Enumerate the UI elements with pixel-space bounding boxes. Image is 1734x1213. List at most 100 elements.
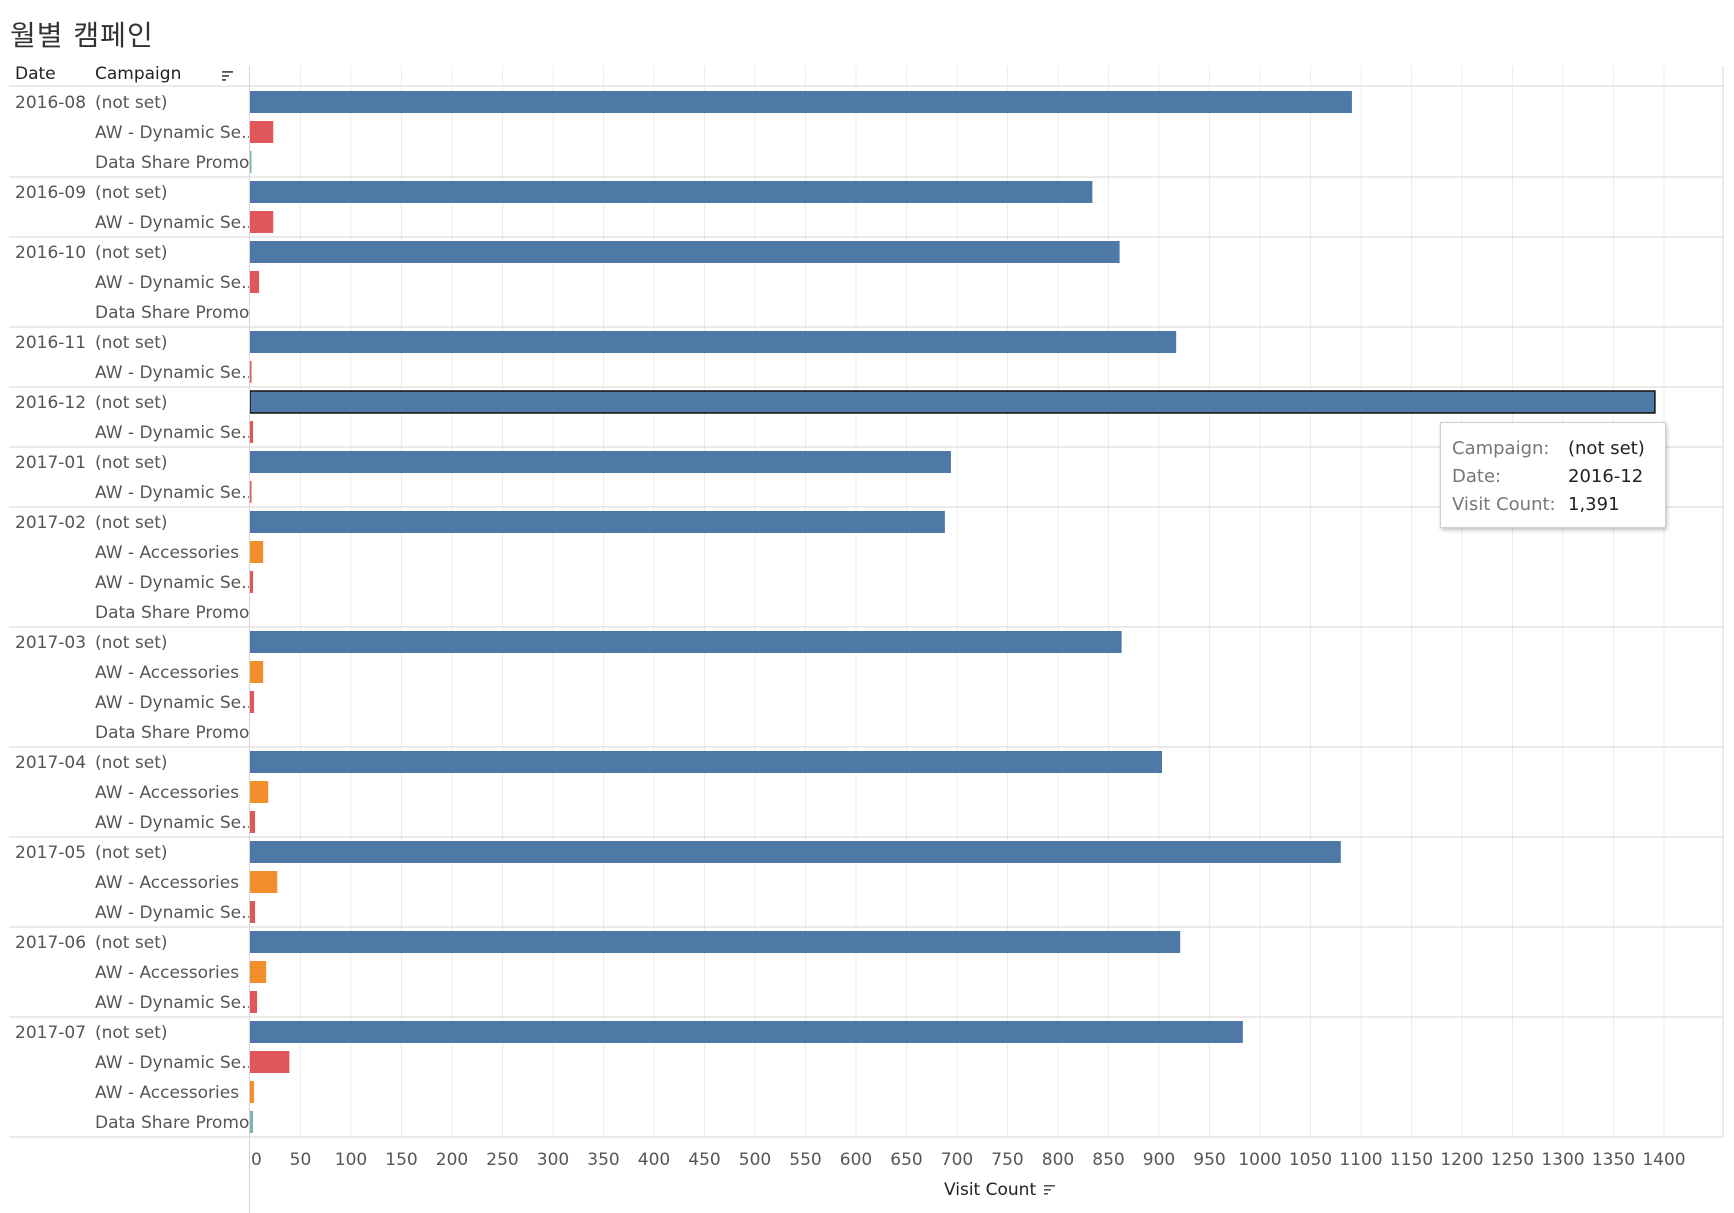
campaign-label: (not set) <box>95 453 168 473</box>
x-tick-label: 950 <box>1193 1150 1225 1170</box>
date-label: 2016-11 <box>15 333 86 353</box>
axis-sort-icon[interactable] <box>1043 1185 1055 1195</box>
campaign-label: (not set) <box>95 393 168 413</box>
campaign-label: (not set) <box>95 513 168 533</box>
page-title: 월별 캠페인 <box>10 19 154 52</box>
bar[interactable] <box>250 871 278 893</box>
bar[interactable] <box>250 991 258 1013</box>
bar[interactable] <box>250 91 1352 113</box>
bar[interactable] <box>250 691 255 713</box>
date-label: 2017-05 <box>15 843 86 863</box>
campaign-label: AW - Dynamic Se.. <box>95 693 252 713</box>
campaign-label: AW - Dynamic Se.. <box>95 273 252 293</box>
campaign-label: AW - Accessories <box>95 783 239 803</box>
bar[interactable] <box>250 661 264 683</box>
bar[interactable] <box>250 211 274 233</box>
bar[interactable] <box>250 511 945 533</box>
bar[interactable] <box>250 781 269 803</box>
x-tick-label: 650 <box>890 1150 922 1170</box>
campaign-label: (not set) <box>95 183 168 203</box>
x-tick-label: 1000 <box>1238 1150 1281 1170</box>
bar[interactable] <box>250 631 1122 653</box>
x-tick-label: 800 <box>1042 1150 1074 1170</box>
x-tick-label: 1250 <box>1491 1150 1534 1170</box>
bar[interactable] <box>250 571 254 593</box>
tooltip-key: Date: <box>1452 466 1502 487</box>
date-label: 2017-04 <box>15 753 86 773</box>
x-tick-label: 1050 <box>1289 1150 1332 1170</box>
x-tick-label: 100 <box>335 1150 367 1170</box>
campaign-label: (not set) <box>95 843 168 863</box>
campaign-label: Data Share Promo <box>95 153 249 173</box>
campaign-label: AW - Accessories <box>95 963 239 983</box>
sort-icon[interactable] <box>222 70 234 82</box>
bar[interactable] <box>250 181 1093 203</box>
bar[interactable] <box>249 390 1656 414</box>
bar[interactable] <box>250 1051 290 1073</box>
x-tick-label: 0 <box>251 1150 262 1170</box>
bar[interactable] <box>250 151 252 173</box>
bar[interactable] <box>250 481 252 503</box>
bar[interactable] <box>250 931 1181 953</box>
campaign-label: (not set) <box>95 93 168 113</box>
bar[interactable] <box>250 751 1163 773</box>
campaign-label: AW - Accessories <box>95 1083 239 1103</box>
bar[interactable] <box>250 421 254 443</box>
x-tick-label: 350 <box>587 1150 619 1170</box>
date-label: 2016-09 <box>15 183 86 203</box>
bar[interactable] <box>250 241 1120 263</box>
campaign-label: AW - Dynamic Se.. <box>95 423 252 443</box>
bar[interactable] <box>250 1021 1243 1043</box>
column-header-campaign[interactable]: Campaign <box>95 64 182 84</box>
bar[interactable] <box>250 1081 255 1103</box>
campaign-label: AW - Accessories <box>95 873 239 893</box>
bar[interactable] <box>250 901 256 923</box>
bar[interactable] <box>250 121 274 143</box>
x-tick-label: 1350 <box>1592 1150 1635 1170</box>
campaign-label: AW - Dynamic Se.. <box>95 993 252 1013</box>
x-tick-label: 550 <box>789 1150 821 1170</box>
campaign-label: AW - Dynamic Se.. <box>95 123 252 143</box>
x-tick-label: 500 <box>739 1150 771 1170</box>
x-tick-label: 750 <box>991 1150 1023 1170</box>
campaign-label: AW - Dynamic Se.. <box>95 813 252 833</box>
tooltip-row-campaign: Campaign: (not set) <box>1452 438 1645 459</box>
bar[interactable] <box>250 811 256 833</box>
campaign-label: AW - Dynamic Se.. <box>95 1053 252 1073</box>
x-tick-label: 1100 <box>1339 1150 1382 1170</box>
campaign-label: Data Share Promo <box>95 723 249 743</box>
date-label: 2017-06 <box>15 933 86 953</box>
date-label: 2017-02 <box>15 513 86 533</box>
tooltip-value: 1,391 <box>1568 494 1620 515</box>
bar[interactable] <box>250 541 264 563</box>
tooltip-key: Visit Count: <box>1452 494 1556 515</box>
campaign-label: (not set) <box>95 633 168 653</box>
x-tick-label: 150 <box>385 1150 417 1170</box>
tooltip-key: Campaign: <box>1452 438 1550 459</box>
x-tick-label: 400 <box>638 1150 670 1170</box>
x-tick-label: 250 <box>486 1150 518 1170</box>
bar[interactable] <box>250 331 1177 353</box>
x-tick-label: 1150 <box>1390 1150 1433 1170</box>
bar[interactable] <box>250 271 260 293</box>
campaign-label: (not set) <box>95 933 168 953</box>
date-label: 2017-07 <box>15 1023 86 1043</box>
campaign-label: (not set) <box>95 753 168 773</box>
x-tick-label: 1400 <box>1642 1150 1685 1170</box>
x-axis-label: Visit Count <box>944 1180 1037 1200</box>
column-header-date[interactable]: Date <box>15 64 56 84</box>
bar[interactable] <box>250 961 267 983</box>
bar[interactable] <box>250 361 252 383</box>
tooltip-value: (not set) <box>1568 438 1645 459</box>
campaign-label: AW - Accessories <box>95 663 239 683</box>
bar[interactable] <box>250 841 1341 863</box>
x-tick-label: 600 <box>840 1150 872 1170</box>
tooltip-value: 2016-12 <box>1568 466 1644 487</box>
tooltip-row-date: Date: 2016-12 <box>1452 466 1643 487</box>
bar[interactable] <box>250 451 951 473</box>
x-tick-label: 450 <box>688 1150 720 1170</box>
date-label: 2016-08 <box>15 93 86 113</box>
date-label: 2016-12 <box>15 393 86 413</box>
bar[interactable] <box>250 1111 254 1133</box>
